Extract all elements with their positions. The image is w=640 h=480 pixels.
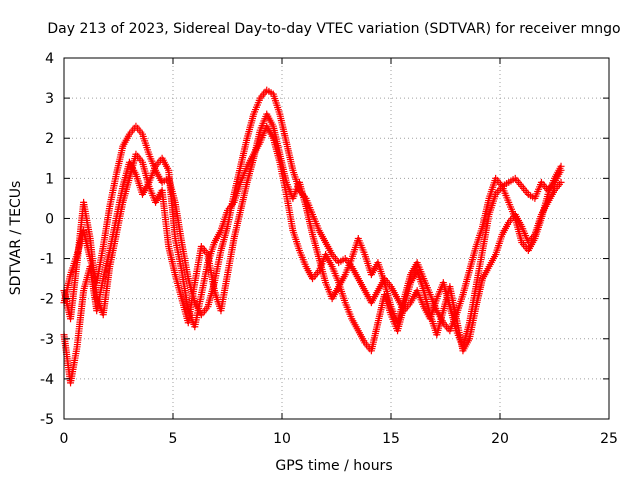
y-tick-label: 3 xyxy=(45,91,54,107)
x-tick-label: 5 xyxy=(169,431,178,447)
y-tick-label: 1 xyxy=(45,171,54,187)
y-axis-label: SDTVAR / TECUs xyxy=(8,181,24,296)
y-tick-label: -5 xyxy=(40,412,54,428)
y-tick-label: 2 xyxy=(45,131,54,147)
data-point-track-c xyxy=(557,162,565,170)
y-tick-label: -2 xyxy=(40,292,54,308)
y-tick-label: -1 xyxy=(40,252,54,268)
y-tick-label: -4 xyxy=(40,372,54,388)
x-tick-label: 10 xyxy=(273,431,291,447)
chart-title: Day 213 of 2023, Sidereal Day-to-day VTE… xyxy=(47,21,620,37)
x-tick-label: 15 xyxy=(382,431,400,447)
y-tick-label: 0 xyxy=(45,211,54,227)
x-axis-label: GPS time / hours xyxy=(275,458,392,474)
x-tick-label: 20 xyxy=(491,431,509,447)
y-tick-label: 4 xyxy=(45,51,54,67)
tick-layer: -5 -4 -3 -2 -1 0 1 2 3 4 0 5 10 15 20 25 xyxy=(40,51,618,447)
plot-frame xyxy=(63,57,610,420)
x-tick-label: 0 xyxy=(60,431,69,447)
x-tick-label: 25 xyxy=(600,431,618,447)
y-tick-label: -3 xyxy=(40,332,54,348)
data-points-layer xyxy=(60,86,565,387)
data-point-track-b xyxy=(557,178,565,186)
